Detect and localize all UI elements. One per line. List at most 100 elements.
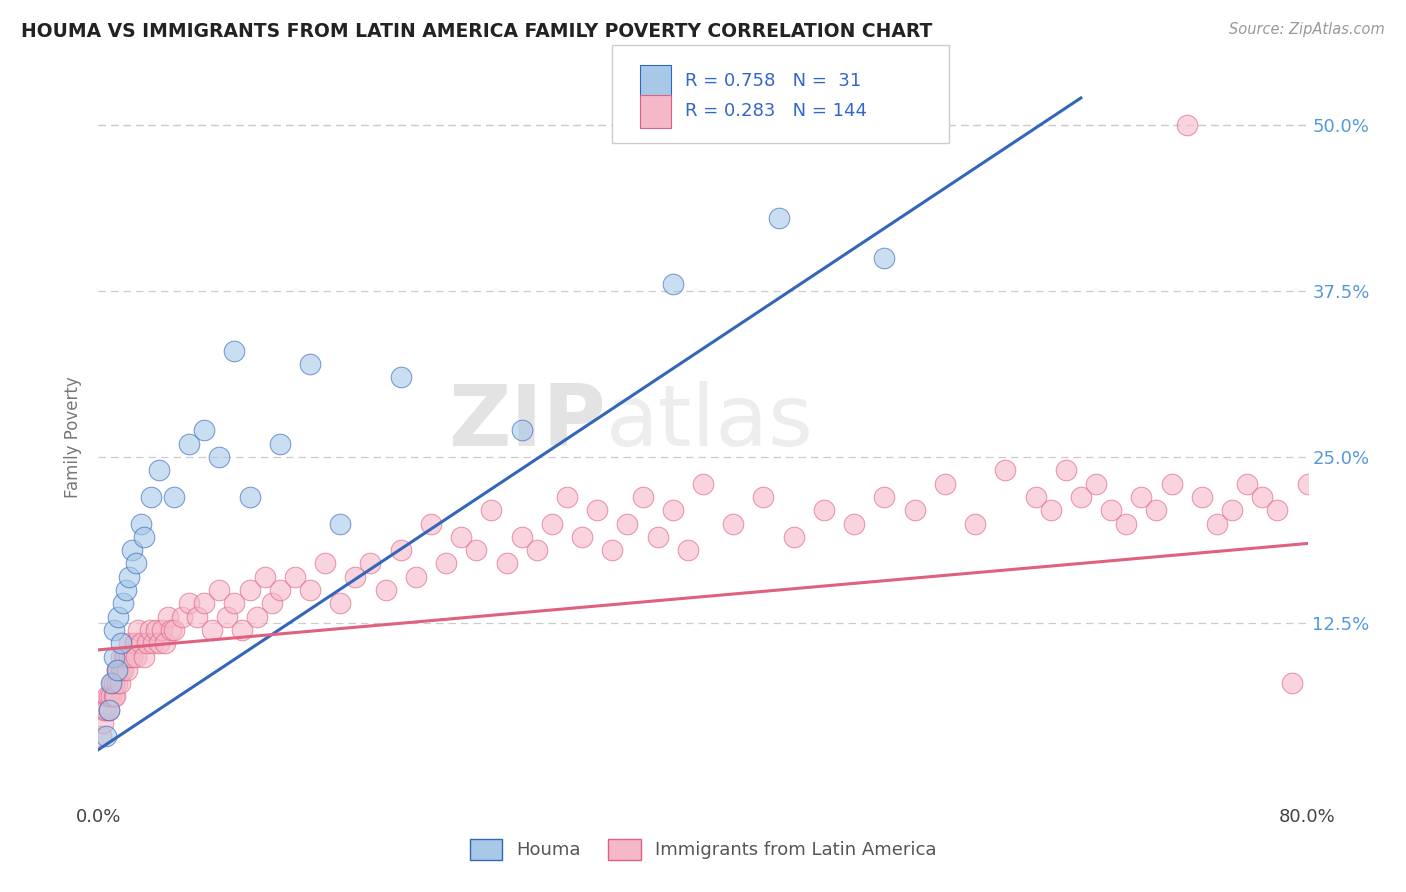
Point	[135, 636, 157, 650]
Point	[1267, 503, 1289, 517]
Point	[132, 530, 155, 544]
Point	[127, 623, 149, 637]
Point	[934, 476, 956, 491]
Point	[571, 530, 593, 544]
Point	[329, 516, 352, 531]
Point	[105, 663, 128, 677]
Point	[1144, 503, 1167, 517]
Point	[107, 609, 129, 624]
Point	[141, 490, 163, 504]
Point	[224, 343, 246, 358]
Point	[145, 623, 167, 637]
Point	[360, 557, 382, 571]
Point	[510, 424, 533, 438]
Point	[1281, 676, 1303, 690]
Point	[121, 543, 143, 558]
Point	[100, 676, 122, 690]
Point	[1236, 476, 1258, 491]
Point	[96, 690, 118, 704]
Point	[139, 623, 162, 637]
Point	[768, 211, 790, 225]
Point	[510, 530, 533, 544]
Point	[100, 690, 122, 704]
Point	[374, 582, 396, 597]
Point	[269, 436, 291, 450]
Point	[110, 636, 132, 650]
Text: R = 0.758   N =  31: R = 0.758 N = 31	[685, 72, 860, 90]
Point	[344, 570, 367, 584]
Point	[813, 503, 835, 517]
Point	[103, 649, 125, 664]
Point	[481, 503, 503, 517]
Point	[224, 596, 246, 610]
Point	[1085, 476, 1108, 491]
Text: R = 0.283   N = 144: R = 0.283 N = 144	[685, 103, 866, 120]
Point	[1070, 490, 1092, 504]
Point	[616, 516, 638, 531]
Point	[420, 516, 443, 531]
Point	[98, 690, 121, 704]
Point	[231, 623, 253, 637]
Point	[389, 370, 412, 384]
Point	[148, 636, 170, 650]
Point	[125, 649, 148, 664]
Point	[193, 424, 215, 438]
Point	[108, 676, 131, 690]
Point	[647, 530, 669, 544]
Point	[153, 636, 176, 650]
Text: ZIP: ZIP	[449, 381, 606, 464]
Point	[1099, 503, 1122, 517]
Point	[142, 636, 165, 650]
Point	[118, 570, 141, 584]
Point	[495, 557, 517, 571]
Point	[201, 623, 224, 637]
Point	[103, 690, 125, 704]
Point	[284, 570, 307, 584]
Point	[329, 596, 352, 610]
Point	[692, 476, 714, 491]
Point	[239, 582, 262, 597]
Point	[246, 609, 269, 624]
Point	[115, 663, 138, 677]
Point	[129, 636, 152, 650]
Point	[1115, 516, 1137, 531]
Point	[434, 557, 457, 571]
Point	[602, 543, 624, 558]
Point	[586, 503, 609, 517]
Point	[125, 557, 148, 571]
Point	[163, 490, 186, 504]
Point	[103, 676, 125, 690]
Legend: Houma, Immigrants from Latin America: Houma, Immigrants from Latin America	[463, 831, 943, 867]
Point	[121, 649, 143, 664]
Point	[98, 703, 121, 717]
Point	[160, 623, 183, 637]
Point	[101, 676, 124, 690]
Point	[193, 596, 215, 610]
Point	[90, 729, 112, 743]
Point	[873, 251, 896, 265]
Point	[1160, 476, 1182, 491]
Point	[1191, 490, 1213, 504]
Point	[150, 623, 173, 637]
Point	[215, 609, 238, 624]
Point	[540, 516, 562, 531]
Point	[186, 609, 208, 624]
Point	[156, 609, 179, 624]
Point	[752, 490, 775, 504]
Text: HOUMA VS IMMIGRANTS FROM LATIN AMERICA FAMILY POVERTY CORRELATION CHART: HOUMA VS IMMIGRANTS FROM LATIN AMERICA F…	[21, 22, 932, 41]
Point	[661, 277, 683, 292]
Point	[1054, 463, 1077, 477]
Point	[129, 516, 152, 531]
Point	[1206, 516, 1229, 531]
Point	[1220, 503, 1243, 517]
Point	[450, 530, 472, 544]
Text: atlas: atlas	[606, 381, 814, 464]
Point	[107, 663, 129, 677]
Point	[111, 596, 134, 610]
Point	[163, 623, 186, 637]
Point	[465, 543, 488, 558]
Point	[262, 596, 284, 610]
Point	[723, 516, 745, 531]
Point	[105, 663, 128, 677]
Point	[148, 463, 170, 477]
